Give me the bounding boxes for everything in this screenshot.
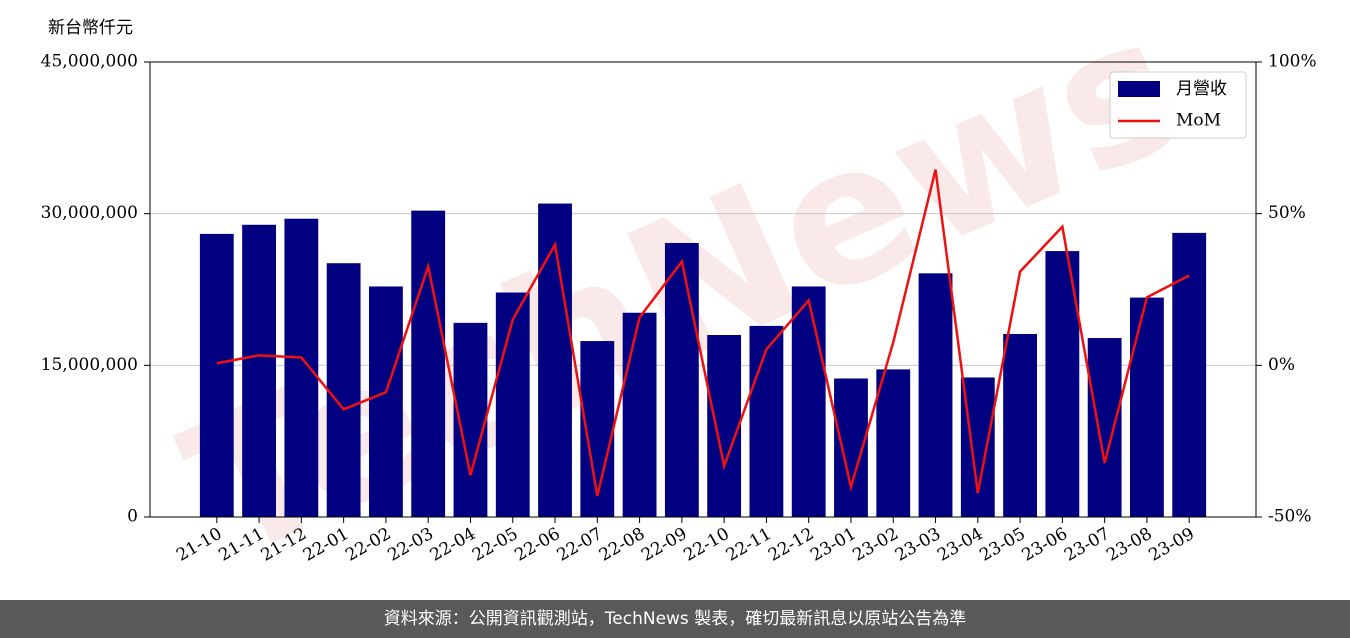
x-tick-label: 23-09	[1146, 524, 1198, 566]
footer: 資料來源：公開資訊觀測站，TechNews 製表，確切最新訊息以原站公告為準	[0, 600, 1350, 638]
bar	[1172, 232, 1207, 517]
y-tick-label: 45,000,000	[41, 52, 138, 72]
y2-tick-label: 50%	[1268, 203, 1306, 223]
bar	[411, 210, 446, 517]
bar	[495, 292, 530, 517]
x-tick-label: 22-08	[596, 524, 648, 566]
bar	[369, 286, 403, 517]
x-tick-label: 23-05	[976, 524, 1028, 566]
x-tick-label: 21-10	[173, 524, 225, 566]
legend-swatch	[1118, 81, 1160, 97]
y-tick-label: 15,000,000	[41, 355, 138, 375]
legend-label: MoM	[1176, 111, 1221, 131]
bar	[749, 325, 784, 517]
bar	[1087, 338, 1122, 517]
bar	[242, 224, 276, 518]
bar	[538, 203, 572, 518]
x-tick-label: 23-01	[807, 524, 859, 566]
bar	[791, 286, 826, 517]
bar	[707, 335, 742, 517]
y2-tick-label: 100%	[1268, 52, 1317, 72]
x-tick-label: 22-09	[638, 524, 690, 566]
bar	[664, 242, 699, 517]
y2-tick-label: -50%	[1268, 507, 1312, 527]
x-tick-label: 22-11	[723, 524, 775, 566]
bar	[918, 273, 953, 517]
x-tick-label: 22-07	[554, 524, 606, 566]
x-tick-label: 23-03	[892, 524, 944, 566]
bar	[326, 263, 361, 517]
x-tick-label: 22-06	[511, 524, 563, 566]
bar	[622, 312, 657, 517]
bar	[876, 369, 911, 517]
bar	[284, 218, 319, 517]
x-tick-label: 23-02	[850, 524, 902, 566]
x-tick-label: 22-12	[765, 524, 817, 566]
plot-frame	[149, 61, 1257, 518]
bar	[1003, 333, 1037, 517]
bar	[199, 233, 234, 517]
chart: 新台幣仟元 TechNews 015,000,00030,000,00045,0…	[41, 0, 1317, 600]
y-axis-label: 新台幣仟元	[48, 18, 133, 38]
x-tick-label: 23-06	[1019, 524, 1071, 566]
y-tick-label: 30,000,000	[41, 203, 138, 223]
line	[216, 169, 1190, 497]
x-tick-label: 22-05	[469, 524, 521, 566]
x-tick-label: 23-04	[934, 524, 986, 566]
x-tick-label: 23-08	[1103, 524, 1155, 566]
x-tick-label: 22-10	[680, 524, 732, 566]
legend-label: 月營收	[1176, 79, 1227, 99]
y2-tick-label: 0%	[1268, 355, 1295, 375]
x-tick-label: 23-07	[1061, 524, 1113, 566]
bar	[1130, 297, 1164, 517]
x-tick-label: 22-04	[427, 524, 479, 566]
y-tick-label: 0	[127, 507, 138, 527]
